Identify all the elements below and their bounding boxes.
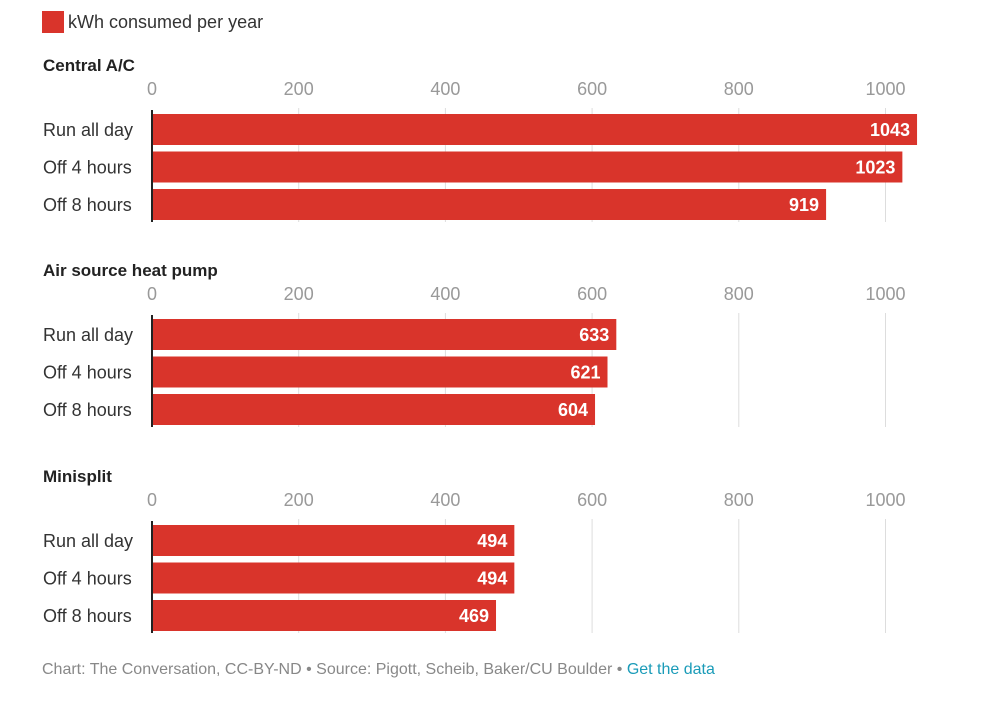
- x-tick-label: 600: [577, 284, 607, 304]
- x-tick-label: 0: [147, 284, 157, 304]
- bar: [152, 189, 827, 220]
- x-tick-label: 800: [724, 284, 754, 304]
- x-tick-label: 600: [577, 490, 607, 510]
- x-tick-label: 400: [430, 79, 460, 99]
- x-tick-label: 1000: [865, 79, 905, 99]
- x-tick-label: 800: [724, 79, 754, 99]
- bar-value-label: 494: [477, 531, 507, 551]
- category-label: Run all day: [43, 120, 133, 140]
- footer-separator-2: •: [612, 661, 627, 678]
- x-tick-label: 200: [284, 79, 314, 99]
- bar: [152, 525, 515, 556]
- bar: [152, 394, 596, 425]
- x-tick-label: 200: [284, 284, 314, 304]
- get-the-data-link[interactable]: Get the data: [626, 661, 715, 678]
- category-label: Off 4 hours: [43, 158, 132, 178]
- x-tick-label: 800: [724, 490, 754, 510]
- bar-value-label: 1043: [870, 120, 910, 140]
- legend-swatch: [42, 11, 64, 33]
- category-label: Off 4 hours: [43, 569, 132, 589]
- bar: [152, 356, 608, 388]
- x-tick-label: 200: [284, 490, 314, 510]
- category-label: Off 8 hours: [43, 195, 132, 215]
- x-tick-label: 1000: [865, 490, 905, 510]
- footer-separator: •: [301, 661, 317, 678]
- footer: Chart: The Conversation, CC-BY-ND • Sour…: [42, 661, 715, 679]
- bar-value-label: 494: [477, 569, 507, 589]
- bar: [152, 319, 617, 350]
- x-tick-label: 0: [147, 79, 157, 99]
- x-tick-label: 400: [430, 490, 460, 510]
- bar: [152, 151, 903, 183]
- category-label: Run all day: [43, 531, 133, 551]
- bar-value-label: 469: [459, 606, 489, 626]
- category-label: Off 8 hours: [43, 606, 132, 626]
- bar-value-label: 621: [570, 363, 600, 383]
- chart: Central A/C 0 200 400 600 800 1000 Run all day 1…: [43, 56, 918, 633]
- x-tick-label: 400: [430, 284, 460, 304]
- category-label: Off 4 hours: [43, 363, 132, 383]
- x-tick-label: 600: [577, 79, 607, 99]
- bar-value-label: 633: [579, 325, 609, 345]
- bar: [152, 562, 515, 594]
- x-tick-label: 1000: [865, 284, 905, 304]
- panel-title: Central A/C: [43, 56, 135, 75]
- footer-source: Source: Pigott, Scheib, Baker/CU Boulder: [316, 661, 613, 678]
- category-label: Off 8 hours: [43, 400, 132, 420]
- bar-value-label: 1023: [855, 158, 895, 178]
- bar: [152, 600, 497, 631]
- footer-credit: Chart: The Conversation, CC-BY-ND: [42, 661, 302, 678]
- legend: kWh consumed per year: [42, 10, 263, 34]
- bar-value-label: 604: [558, 400, 588, 420]
- x-tick-label: 0: [147, 490, 157, 510]
- panel-title: Air source heat pump: [43, 261, 218, 280]
- panel-title: Minisplit: [43, 467, 112, 486]
- legend-label: kWh consumed per year: [68, 11, 264, 32]
- bar-value-label: 919: [789, 195, 819, 215]
- category-label: Run all day: [43, 325, 133, 345]
- bar: [152, 114, 918, 145]
